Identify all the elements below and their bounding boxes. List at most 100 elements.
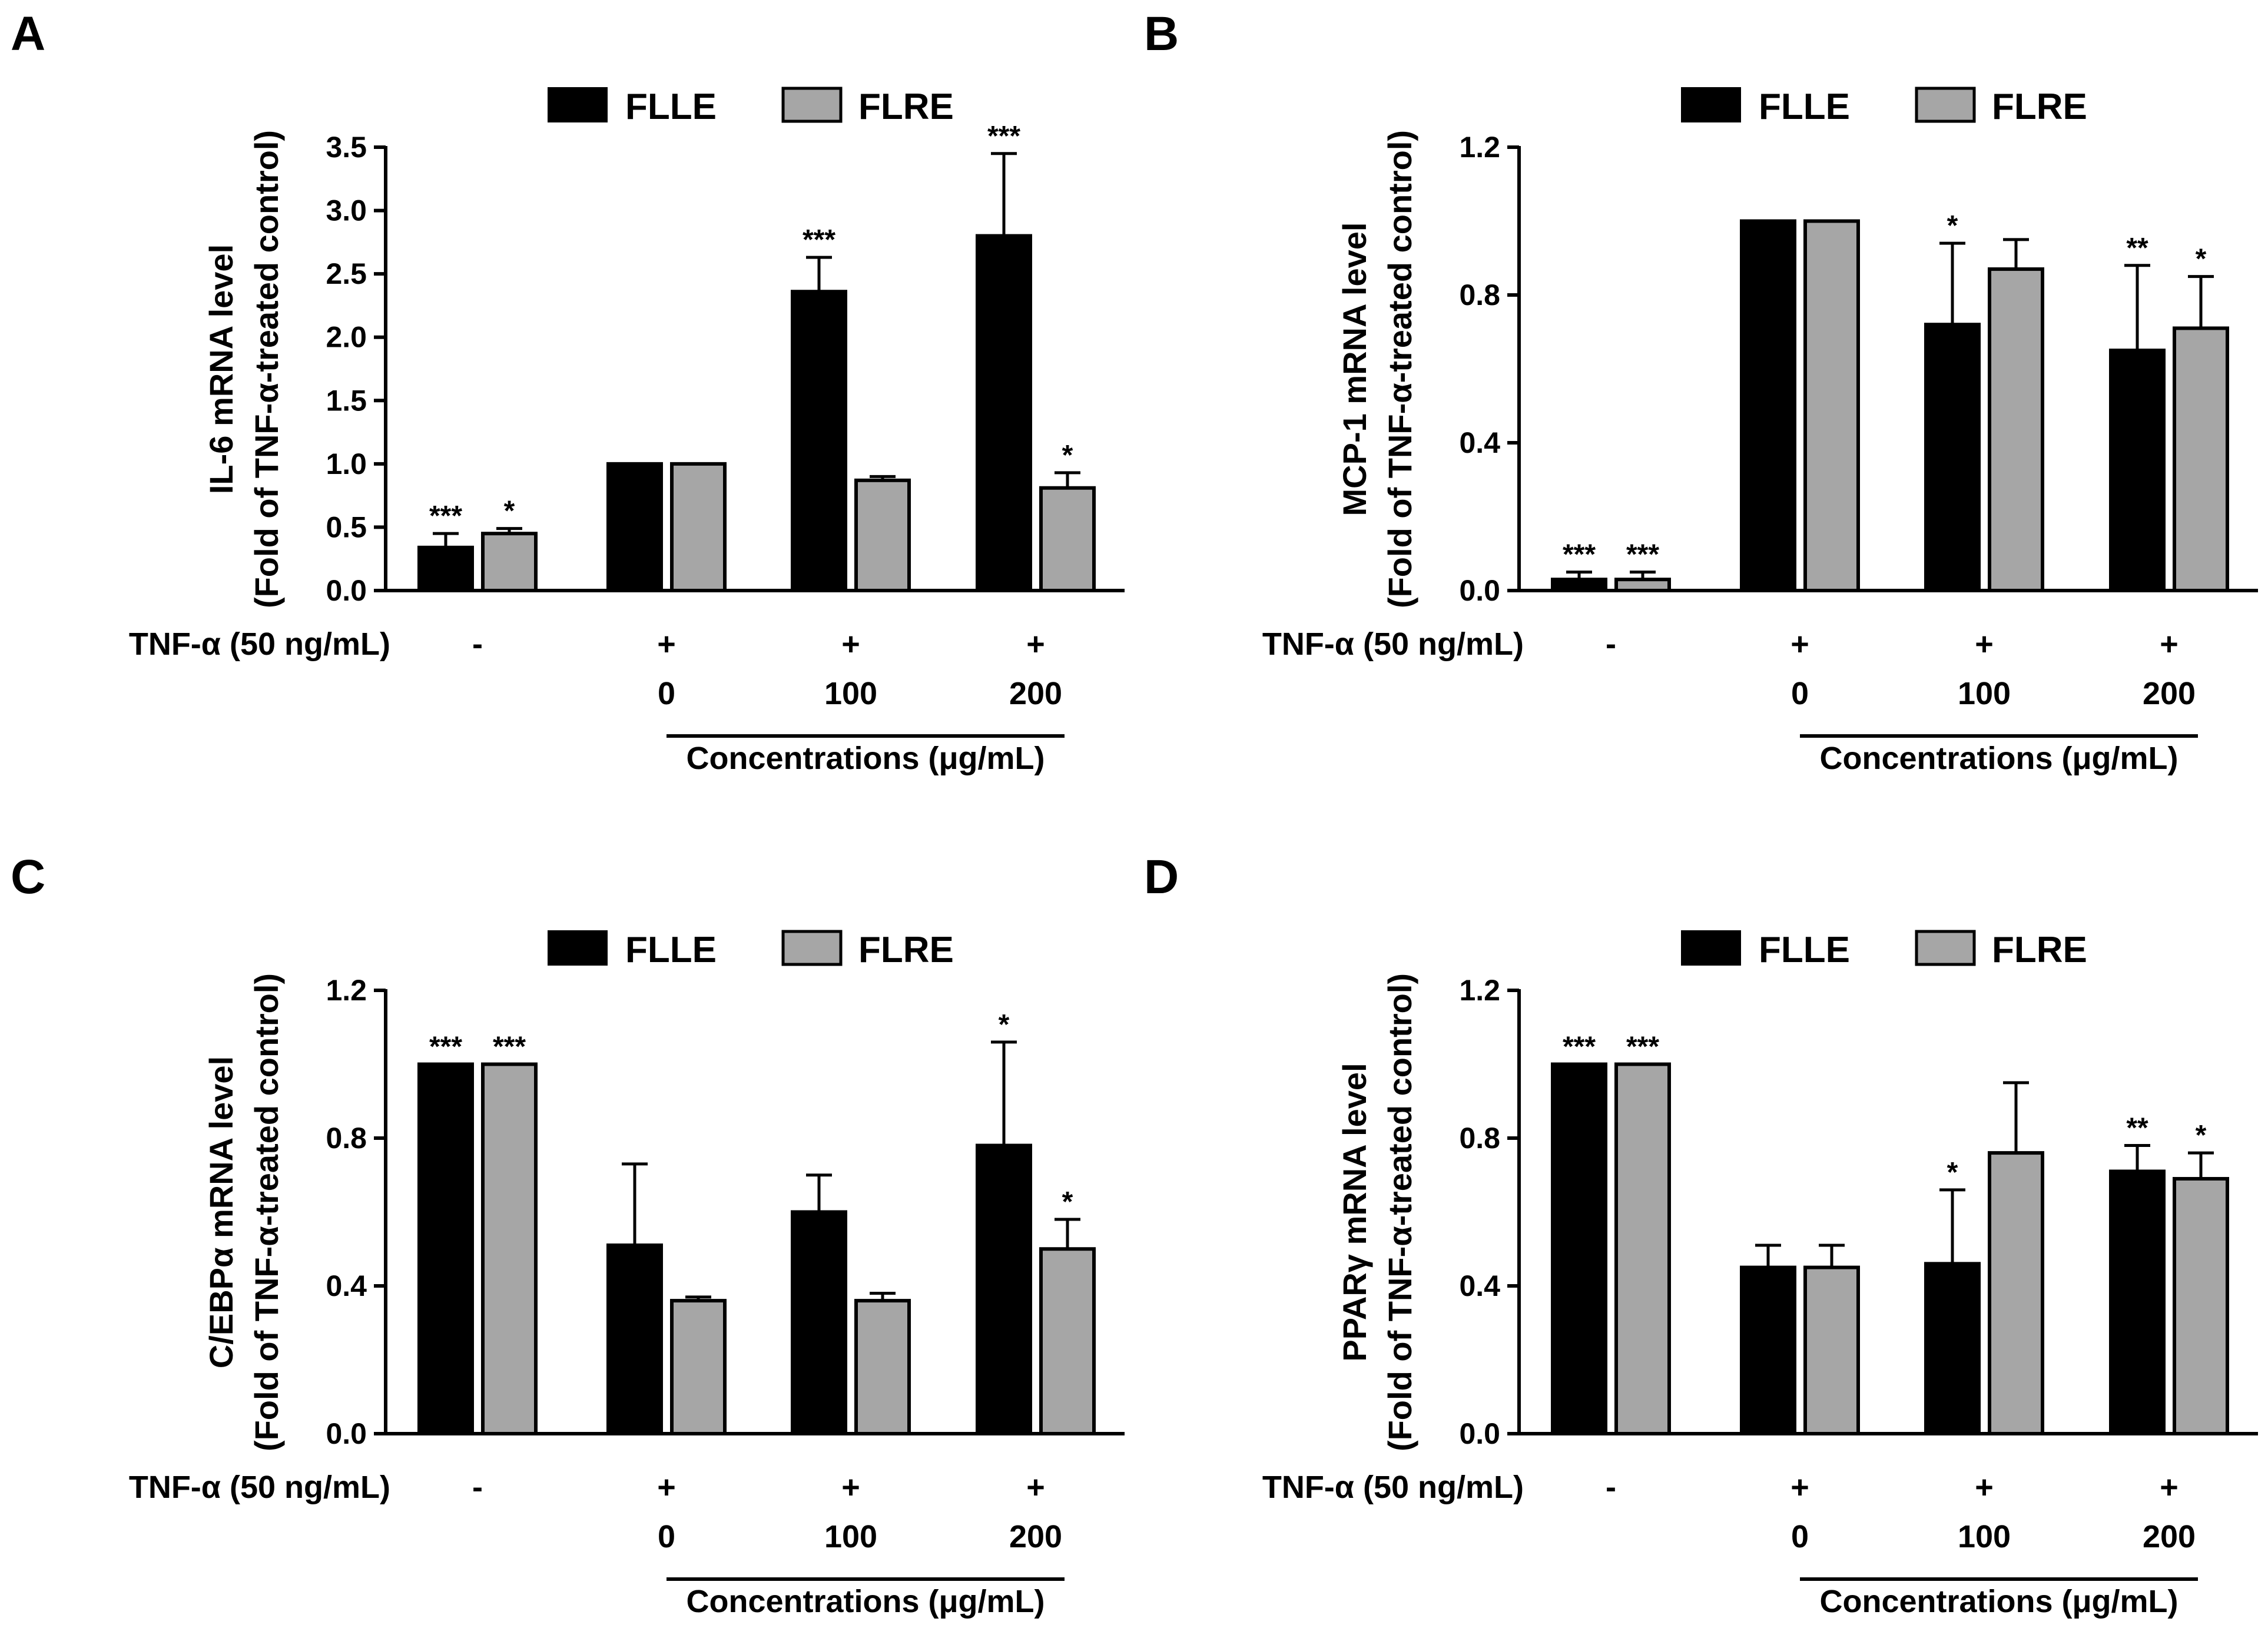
significance-mark: *** xyxy=(1563,1032,1596,1063)
bar-flle xyxy=(1924,1262,1981,1435)
legend-label-flre: FLRE xyxy=(858,87,954,127)
bar-flre xyxy=(1614,578,1671,592)
significance-mark: *** xyxy=(493,1032,526,1063)
bar-flre xyxy=(854,478,911,593)
panel-letter-B: B xyxy=(1144,7,1179,61)
bar-flle xyxy=(1740,219,1796,592)
concentration-value: 100 xyxy=(1958,676,2011,711)
y-tick-label: 0.0 xyxy=(326,1417,367,1450)
concentration-value: 0 xyxy=(658,676,675,711)
legend-swatch-flle xyxy=(548,87,608,122)
bar-flle xyxy=(2109,349,2166,592)
treatment-mark: + xyxy=(2160,1470,2179,1505)
panel-letter-A: A xyxy=(11,7,45,61)
y-tick-label: 1.5 xyxy=(326,384,367,417)
significance-mark: *** xyxy=(987,121,1020,152)
y-axis-label: MCP-1 mRNA level xyxy=(1336,223,1373,516)
y-tick-label: 0.0 xyxy=(326,574,367,607)
significance-mark: * xyxy=(1062,1186,1073,1218)
concentration-axis-label: Concentrations (μg/mL) xyxy=(686,1584,1045,1619)
y-tick-label: 2.5 xyxy=(326,257,367,290)
significance-mark: * xyxy=(1947,210,1958,241)
treatment-mark: + xyxy=(1975,626,1994,662)
significance-mark: *** xyxy=(429,500,462,532)
y-tick-label: 0.0 xyxy=(1459,574,1500,607)
y-axis-label: IL-6 mRNA level xyxy=(203,244,240,494)
concentration-value: 0 xyxy=(1791,676,1809,711)
legend-label-flle: FLLE xyxy=(1759,87,1850,127)
concentration-axis-label: Concentrations (μg/mL) xyxy=(1819,1584,2178,1619)
concentration-value: 200 xyxy=(2143,1519,2196,1554)
bar-flre xyxy=(1803,1265,1860,1435)
concentration-value: 0 xyxy=(1791,1519,1809,1554)
y-tick-label: 2.0 xyxy=(326,321,367,354)
treatment-mark: - xyxy=(1606,1470,1616,1505)
bar-flle xyxy=(417,1062,474,1435)
panel-letter-D: D xyxy=(1144,850,1179,904)
concentration-value: 100 xyxy=(824,1519,877,1554)
bar-flle xyxy=(1551,1062,1607,1435)
y-axis-sublabel: (Fold of TNF-α-treated control) xyxy=(1381,973,1418,1451)
bar-flle xyxy=(2109,1169,2166,1435)
panel-A: A FLLE FLRE IL-6 mRNA level (Fold of TNF-α-t… xyxy=(11,7,1125,776)
y-tick-label: 0.8 xyxy=(326,1122,367,1155)
bar-flre xyxy=(670,462,727,592)
bar-flre xyxy=(854,1299,911,1435)
significance-mark: ** xyxy=(2126,233,2148,264)
legend-label-flre: FLRE xyxy=(1992,87,2087,127)
bar-flle xyxy=(606,1243,663,1435)
concentration-value: 100 xyxy=(824,676,877,711)
bar-flre xyxy=(2173,326,2229,592)
concentration-axis-label: Concentrations (μg/mL) xyxy=(1819,741,2178,776)
treatment-mark: + xyxy=(841,626,860,662)
legend-swatch-flre xyxy=(1915,87,1976,123)
bar-flre xyxy=(1988,267,2044,592)
bar-flle xyxy=(606,462,663,592)
bar-flle xyxy=(976,234,1032,593)
y-axis-label: C/EBPα mRNA level xyxy=(203,1056,240,1368)
treatment-mark: + xyxy=(1026,626,1045,662)
significance-mark: *** xyxy=(803,224,835,256)
y-tick-label: 3.5 xyxy=(326,131,367,164)
y-tick-label: 1.0 xyxy=(326,447,367,480)
bar-flre xyxy=(481,1062,538,1435)
legend-label-flle: FLLE xyxy=(625,930,717,970)
bar-flre xyxy=(1039,1247,1096,1435)
treatment-mark: - xyxy=(472,1470,483,1505)
y-tick-label: 0.4 xyxy=(1459,1269,1500,1302)
significance-mark: * xyxy=(504,496,515,527)
treatment-mark: + xyxy=(657,1470,676,1505)
treatment-mark: + xyxy=(2160,626,2179,662)
concentration-value: 100 xyxy=(1958,1519,2011,1554)
concentration-axis-label: Concentrations (μg/mL) xyxy=(686,741,1045,776)
significance-mark: *** xyxy=(429,1032,462,1063)
concentration-value: 0 xyxy=(658,1519,675,1554)
bar-flle xyxy=(791,1210,847,1435)
y-tick-label: 1.2 xyxy=(326,974,367,1007)
treatment-mark: + xyxy=(1790,626,1809,662)
legend-swatch-flle xyxy=(1681,930,1741,966)
treatment-label: TNF-α (50 ng/mL) xyxy=(1262,1470,1524,1505)
legend-swatch-flle xyxy=(1681,87,1741,122)
treatment-label: TNF-α (50 ng/mL) xyxy=(129,626,390,662)
concentration-value: 200 xyxy=(1009,1519,1062,1554)
concentration-value: 200 xyxy=(1009,676,1062,711)
y-tick-label: 0.5 xyxy=(326,510,367,543)
bar-flre xyxy=(670,1299,727,1435)
bar-flre xyxy=(2173,1177,2229,1436)
significance-mark: *** xyxy=(1563,539,1596,571)
y-axis-sublabel: (Fold of TNF-α-treated control) xyxy=(248,130,285,608)
y-tick-label: 1.2 xyxy=(1459,974,1500,1007)
bar-flre xyxy=(1803,219,1860,592)
legend-swatch-flre xyxy=(781,930,843,966)
significance-mark: * xyxy=(1947,1157,1958,1188)
y-tick-label: 0.4 xyxy=(326,1269,367,1302)
concentration-value: 200 xyxy=(2143,676,2196,711)
panel-letter-C: C xyxy=(11,850,45,904)
bar-flre xyxy=(1614,1062,1671,1435)
treatment-mark: + xyxy=(841,1470,860,1505)
bar-flle xyxy=(1740,1265,1796,1435)
significance-mark: *** xyxy=(1626,1032,1659,1063)
treatment-mark: + xyxy=(657,626,676,662)
